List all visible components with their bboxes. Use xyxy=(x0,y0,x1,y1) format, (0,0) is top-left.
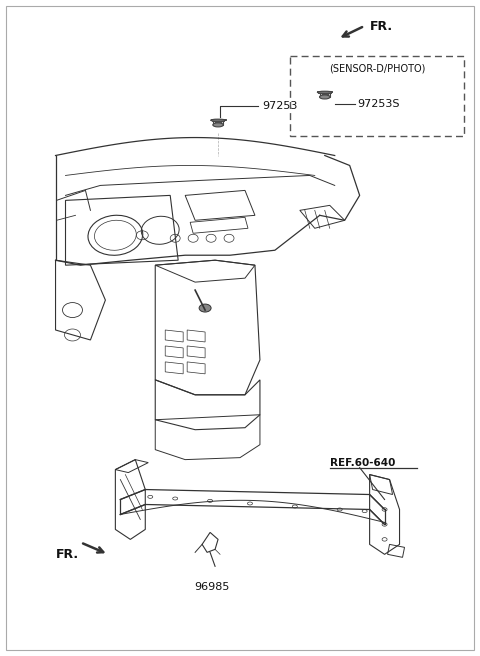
Polygon shape xyxy=(213,119,223,125)
Polygon shape xyxy=(320,91,330,97)
Text: (SENSOR-D/PHOTO): (SENSOR-D/PHOTO) xyxy=(329,64,425,73)
Ellipse shape xyxy=(317,91,332,93)
Polygon shape xyxy=(322,92,328,96)
Ellipse shape xyxy=(213,123,223,127)
Polygon shape xyxy=(318,91,331,93)
Text: FR.: FR. xyxy=(370,20,393,33)
Ellipse shape xyxy=(211,119,226,121)
Text: 97253S: 97253S xyxy=(358,98,400,109)
Text: 96985: 96985 xyxy=(194,583,230,592)
Polygon shape xyxy=(317,91,332,92)
Polygon shape xyxy=(211,119,226,120)
Text: REF.60-640: REF.60-640 xyxy=(330,458,395,468)
Polygon shape xyxy=(212,119,225,121)
Ellipse shape xyxy=(199,304,211,312)
Text: FR.: FR. xyxy=(56,548,79,561)
Polygon shape xyxy=(215,120,221,123)
Ellipse shape xyxy=(320,95,330,99)
Text: 97253: 97253 xyxy=(262,100,297,111)
